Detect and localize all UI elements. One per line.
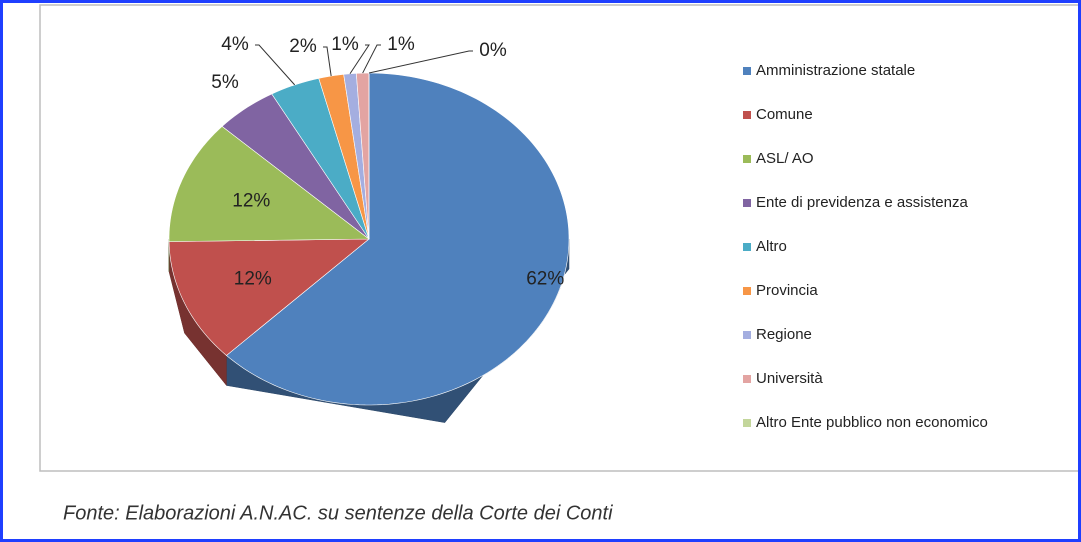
legend-label: Provincia — [756, 282, 818, 299]
legend-label: ASL/ AO — [756, 150, 814, 167]
data-label: 1% — [387, 34, 415, 55]
legend-label: Regione — [756, 326, 812, 343]
legend-label: Altro Ente pubblico non economico — [756, 414, 988, 431]
legend-swatch — [743, 111, 751, 119]
leader-line — [255, 44, 296, 86]
legend-swatch — [743, 375, 751, 383]
legend-label: Università — [756, 370, 823, 387]
leader-line — [349, 44, 370, 75]
data-label: 4% — [221, 34, 249, 55]
slice — [225, 72, 570, 406]
slice — [271, 77, 370, 240]
legend-swatch — [743, 287, 751, 295]
slice — [168, 125, 370, 242]
data-label: 12% — [232, 191, 270, 212]
legend-swatch — [743, 155, 751, 163]
data-label: 5% — [211, 72, 239, 93]
legend-swatch — [743, 199, 751, 207]
slice — [318, 74, 370, 240]
data-label: 0% — [479, 40, 507, 61]
legend-label: Amministrazione statale — [756, 62, 915, 79]
data-label: 1% — [331, 34, 359, 55]
leader-line — [323, 46, 332, 77]
legend-label: Ente di previdenza e assistenza — [756, 194, 968, 211]
legend-swatch — [743, 67, 751, 75]
legend-swatch — [743, 243, 751, 251]
slice — [221, 93, 370, 240]
leader-line — [362, 44, 381, 74]
data-label: 62% — [526, 268, 564, 289]
data-label: 2% — [289, 36, 317, 57]
legend-swatch — [743, 419, 751, 427]
chart: Fonte: Elaborazioni A.N.AC. su sentenze … — [39, 4, 1078, 524]
leader-line — [368, 50, 473, 74]
caption: Fonte: Elaborazioni A.N.AC. su sentenze … — [63, 502, 613, 524]
legend-label: Altro — [756, 238, 787, 255]
data-label: 12% — [234, 268, 272, 289]
legend-swatch — [743, 331, 751, 339]
legend-label: Comune — [756, 106, 813, 123]
slice — [168, 238, 370, 356]
